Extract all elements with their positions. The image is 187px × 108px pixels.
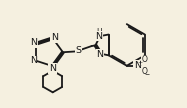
Text: N: N [97, 50, 104, 59]
Text: N: N [134, 61, 141, 70]
Text: N: N [95, 32, 102, 41]
Text: O: O [142, 67, 148, 76]
Text: N: N [30, 38, 37, 47]
Text: H: H [96, 28, 102, 37]
Text: −: − [145, 71, 150, 76]
Text: N: N [49, 64, 56, 73]
Text: O: O [142, 55, 148, 64]
Text: S: S [75, 46, 81, 55]
Text: N: N [51, 33, 58, 42]
Text: +: + [138, 60, 143, 65]
Text: N: N [30, 56, 37, 65]
